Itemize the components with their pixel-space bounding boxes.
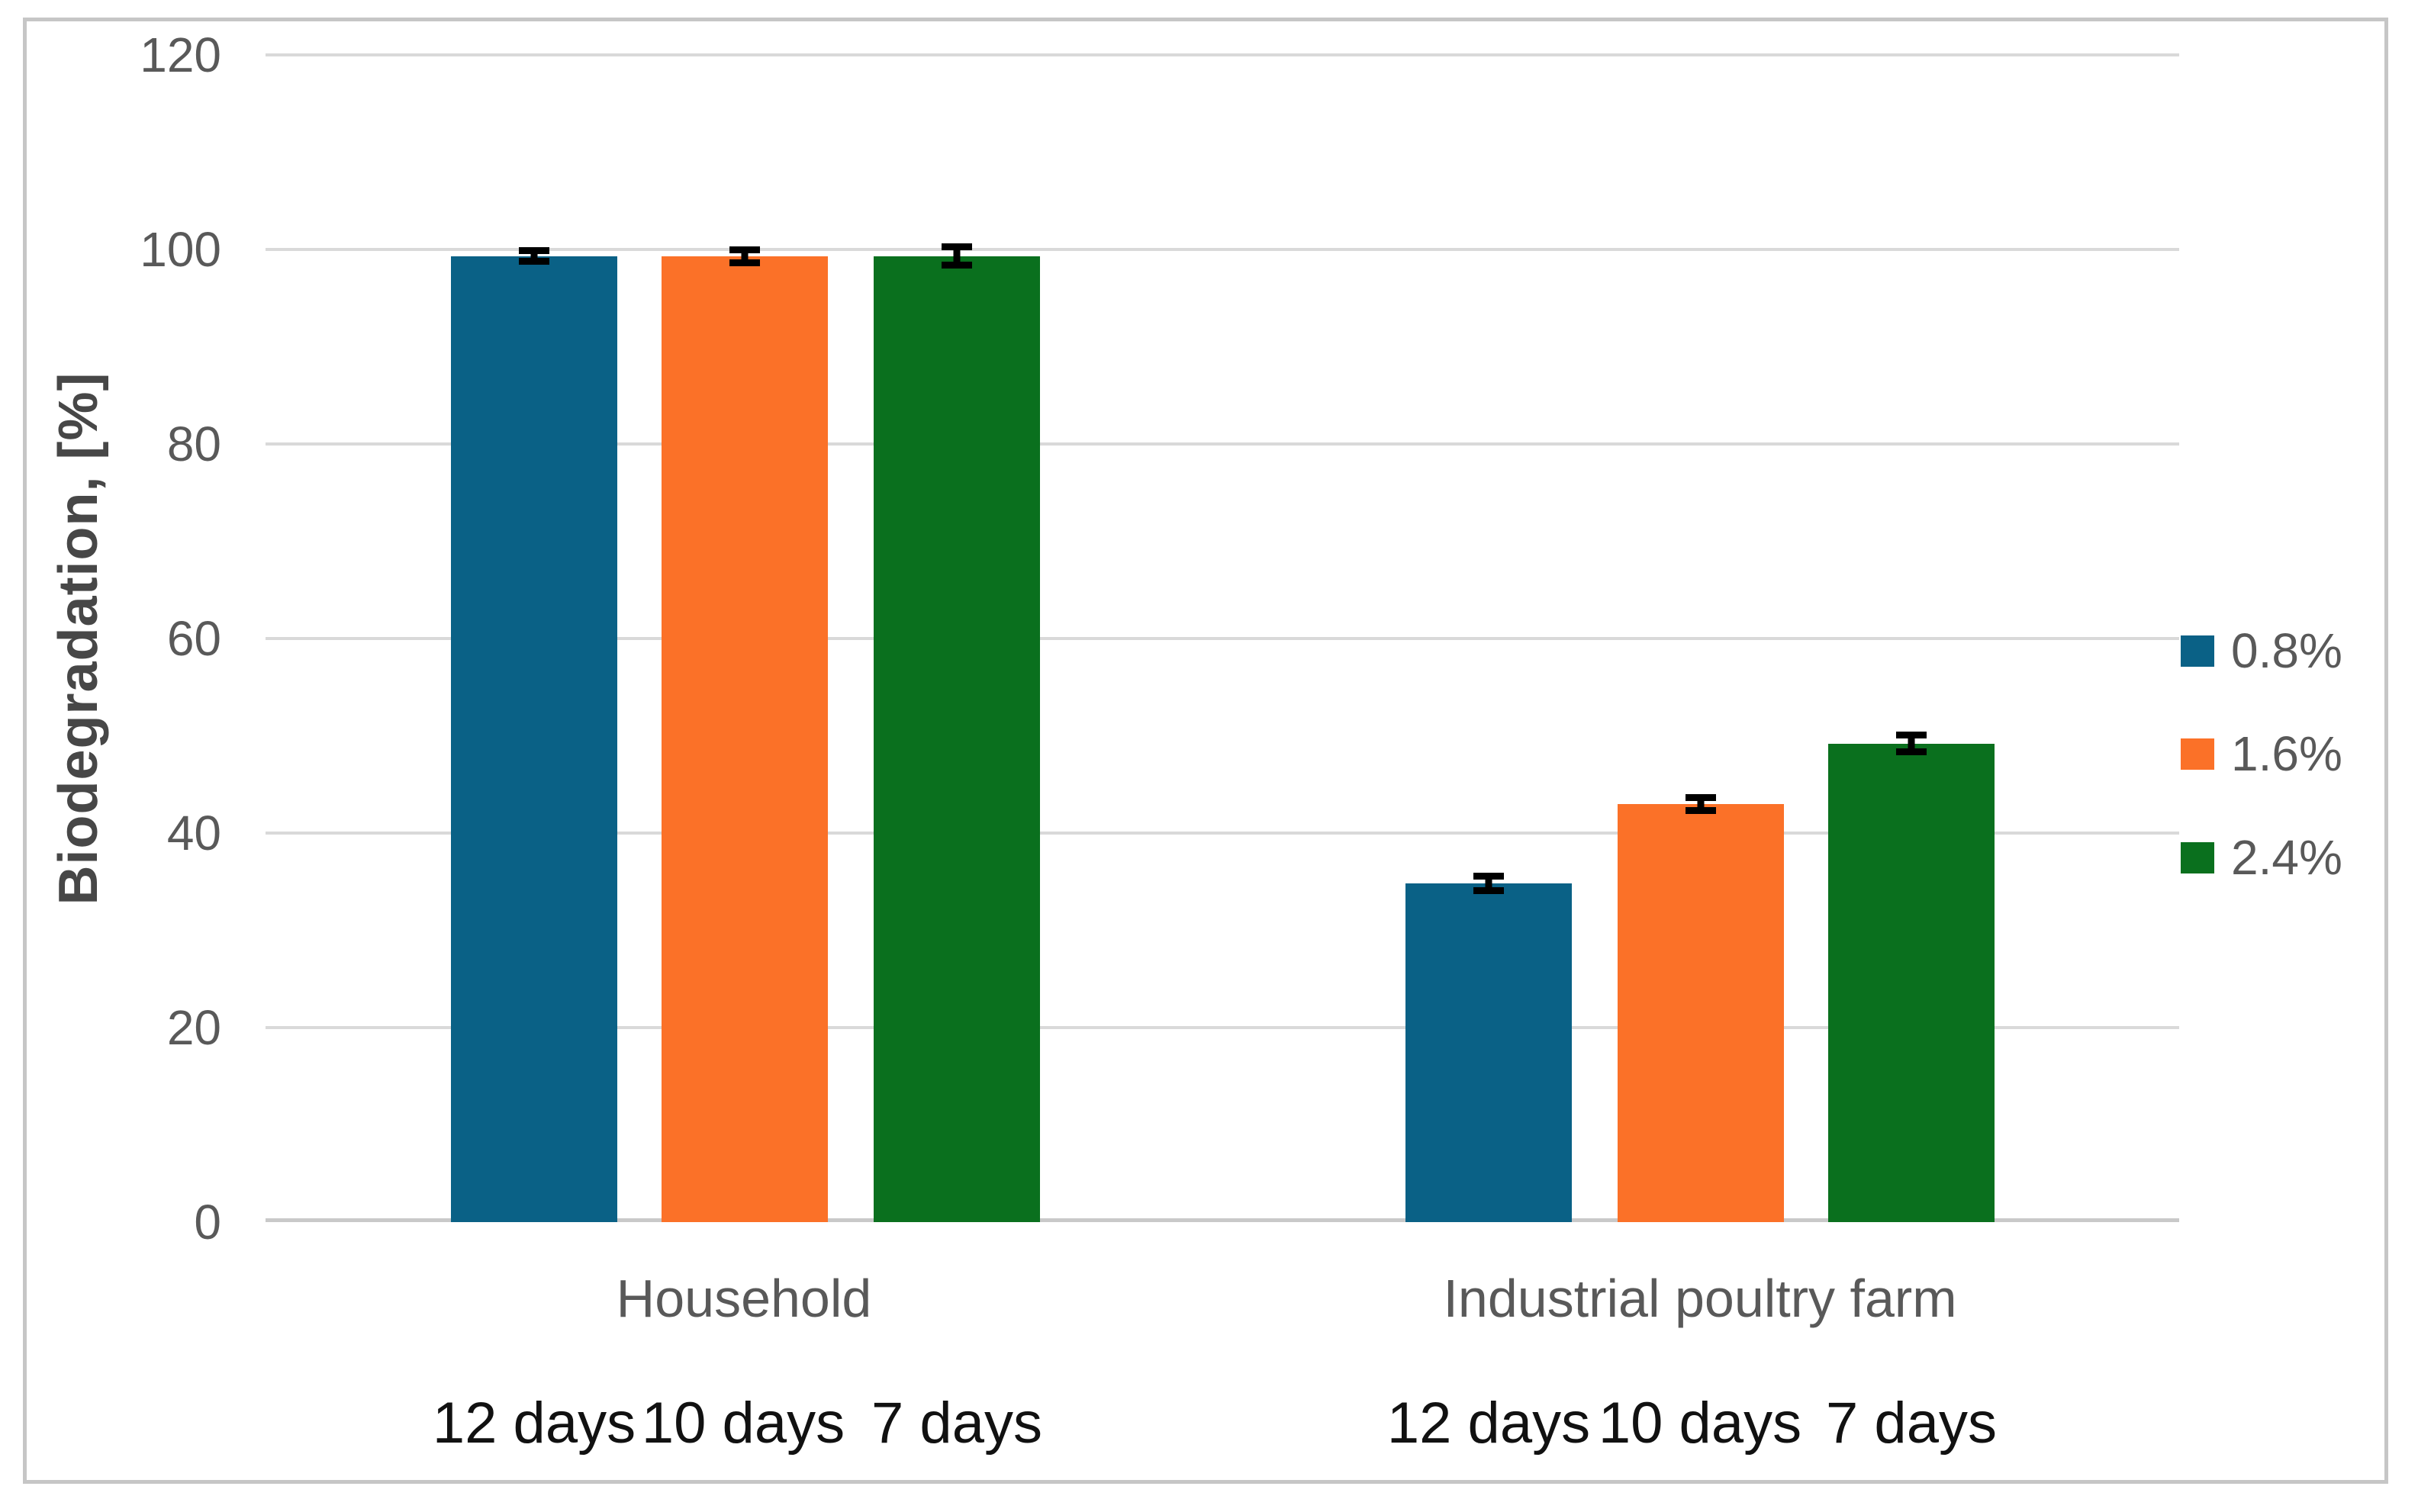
day-label-household-7days: 7 days [871, 1391, 1042, 1456]
legend-swatch-blue [2181, 635, 2214, 667]
error-bar-industrial-poultry-farm-2.4% [1896, 732, 1927, 755]
gridline-120 [266, 53, 2179, 56]
legend-swatch-green [2181, 841, 2214, 873]
gridline-60 [266, 637, 2179, 640]
gridline-20 [266, 1026, 2179, 1029]
error-bar-stem [741, 246, 749, 266]
bar-household-2.4% [874, 256, 1040, 1222]
y-tick-label-0: 0 [194, 1195, 221, 1250]
error-bar-cap-top [1473, 873, 1504, 880]
error-bar-stem [530, 247, 538, 265]
gridline-80 [266, 442, 2179, 446]
bar-industrial-poultry-farm-2.4% [1828, 744, 1995, 1222]
y-tick-label-100: 100 [140, 222, 221, 277]
y-tick-label-80: 80 [166, 417, 221, 471]
error-bar-stem [1485, 873, 1492, 894]
legend-item-1.6: 1.6% [2181, 726, 2342, 781]
y-tick-label-20: 20 [166, 1000, 221, 1055]
error-bar-cap-top [729, 246, 760, 253]
day-label-household-10days: 10 days [641, 1391, 845, 1456]
error-bar-stem [1697, 794, 1705, 814]
error-bar-stem [953, 243, 961, 269]
error-bar-cap-bottom [1686, 807, 1716, 814]
day-label-industrial-10days: 10 days [1598, 1391, 1802, 1456]
gridline-0 [266, 1218, 2179, 1222]
error-bar-cap-bottom [519, 258, 549, 265]
bar-household-0.8% [451, 256, 617, 1222]
error-bar-cap-bottom [1896, 748, 1927, 755]
error-bar-cap-top [942, 243, 972, 250]
category-label-household: Household [616, 1269, 872, 1328]
y-tick-label-120: 120 [140, 27, 221, 82]
error-bar-household-2.4% [942, 243, 972, 269]
error-bar-household-1.6% [729, 246, 760, 266]
day-label-household-12days: 12 days [432, 1391, 636, 1456]
y-tick-label-40: 40 [166, 806, 221, 861]
bar-industrial-poultry-farm-0.8% [1405, 883, 1572, 1222]
error-bar-household-0.8% [519, 247, 549, 265]
gridline-100 [266, 248, 2179, 251]
legend-label: 2.4% [2231, 830, 2342, 885]
error-bar-cap-top [1896, 732, 1927, 738]
error-bar-stem [1908, 732, 1915, 755]
y-tick-label-60: 60 [166, 611, 221, 666]
legend-label: 0.8% [2231, 623, 2342, 678]
category-label-industrial-poultry-farm: Industrial poultry farm [1443, 1269, 1957, 1328]
day-label-industrial-12days: 12 days [1386, 1391, 1591, 1456]
day-label-industrial-7days: 7 days [1826, 1391, 1997, 1456]
error-bar-industrial-poultry-farm-1.6% [1686, 794, 1716, 814]
bar-industrial-poultry-farm-1.6% [1618, 804, 1784, 1222]
legend-swatch-orange [2181, 738, 2214, 770]
gridline-40 [266, 832, 2179, 835]
plot-area [266, 53, 2179, 1222]
error-bar-cap-bottom [942, 262, 972, 269]
legend-item-2.4: 2.4% [2181, 830, 2342, 885]
error-bar-industrial-poultry-farm-0.8% [1473, 873, 1504, 894]
error-bar-cap-bottom [1473, 887, 1504, 894]
legend-label: 1.6% [2231, 726, 2342, 781]
error-bar-cap-top [519, 247, 549, 254]
bar-household-1.6% [662, 256, 828, 1222]
y-axis-title: Biodegradation, [%] [48, 372, 109, 906]
legend-item-0.8: 0.8% [2181, 623, 2342, 678]
error-bar-cap-bottom [729, 259, 760, 266]
error-bar-cap-top [1686, 794, 1716, 801]
